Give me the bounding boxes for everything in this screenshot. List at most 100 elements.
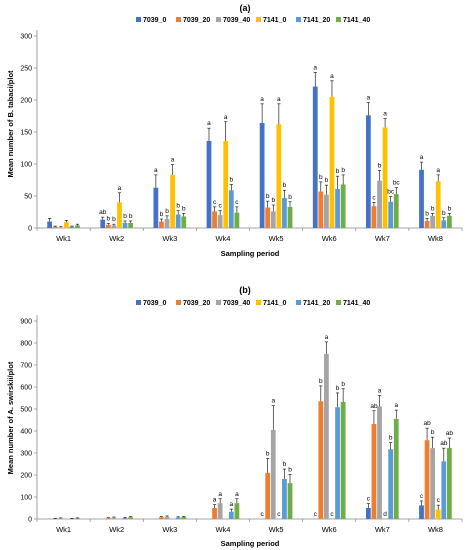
bar (318, 191, 324, 228)
bar (435, 181, 441, 228)
bar (212, 508, 217, 519)
y-tick-label: 250 (20, 66, 32, 73)
significance-letter: c (420, 493, 424, 500)
bar (365, 115, 371, 228)
significance-letter: a (383, 111, 387, 118)
bar (377, 406, 382, 519)
significance-letter: c (213, 199, 217, 206)
significance-letter: a (367, 95, 371, 102)
legend-swatch (176, 300, 181, 305)
bar (217, 503, 223, 519)
y-tick-label: 50 (24, 194, 32, 201)
bar (424, 220, 430, 228)
bar (181, 216, 187, 228)
significance-letter: b (341, 381, 345, 388)
bar (419, 505, 424, 519)
significance-letter: b (288, 194, 292, 201)
y-tick-label: 100 (20, 495, 32, 502)
chart-panel-a: (a) Mean number of B. tabaci/plot Sampli… (6, 3, 463, 258)
bar (441, 461, 447, 519)
legend-swatch (256, 300, 261, 305)
legend-label: 7039_20 (183, 17, 210, 24)
significance-letter: b (129, 213, 133, 220)
legend-swatch (296, 300, 301, 305)
significance-letter: d (383, 511, 387, 518)
bar (105, 224, 111, 228)
significance-letter: b (266, 451, 270, 458)
bar (128, 517, 134, 519)
significance-letter: b (425, 210, 429, 217)
significance-letter: c (330, 511, 334, 518)
legend-label: 7039_0 (143, 17, 166, 24)
bar (335, 188, 340, 228)
significance-letter: b (389, 435, 393, 442)
significance-letter: a (277, 96, 281, 103)
bar (270, 429, 276, 519)
bar (234, 212, 240, 228)
legend-swatch (136, 300, 141, 305)
bar (75, 225, 80, 228)
y-tick-label: 200 (20, 473, 32, 480)
bar (393, 194, 399, 228)
significance-letter: a (271, 398, 275, 405)
bar (52, 226, 58, 228)
legend-label: 7039_0 (143, 300, 166, 307)
bar (388, 201, 394, 228)
significance-letter: a (394, 402, 398, 409)
significance-letter: bc (387, 189, 395, 196)
significance-letter: b (336, 168, 340, 175)
significance-letter: b (288, 466, 292, 473)
significance-letter: c (277, 511, 281, 518)
significance-letter: c (437, 497, 441, 504)
significance-letter: b (283, 182, 287, 189)
bar (371, 206, 377, 228)
significance-letter: a (229, 501, 233, 508)
significance-letter: a (218, 491, 222, 498)
bar (164, 516, 170, 519)
y-axis-label: Mean number of B. tabaci/plot (6, 70, 15, 178)
bar (312, 86, 318, 228)
significance-letter: ab (423, 420, 431, 427)
significance-letter: b (442, 210, 446, 217)
legend-label: 7141_20 (303, 17, 330, 24)
significance-letter: b (431, 429, 435, 436)
bar (270, 211, 276, 228)
bar (430, 215, 436, 228)
bar (212, 211, 217, 228)
significance-letter: a (325, 334, 329, 341)
bar (75, 518, 80, 519)
x-tick-label: Wk6 (322, 234, 337, 243)
bar (430, 448, 436, 519)
bar (234, 503, 240, 519)
bar (206, 140, 212, 228)
significance-letter: a (260, 96, 264, 103)
significance-letter: a (436, 167, 440, 174)
y-tick-label: 300 (20, 34, 32, 41)
significance-letter: b (448, 205, 452, 212)
bar (259, 123, 265, 228)
significance-letter: b (160, 211, 164, 218)
significance-letter: a (235, 491, 239, 498)
significance-letter: a (224, 114, 228, 121)
bar (382, 127, 388, 228)
significance-letter: b (431, 205, 435, 212)
bar (164, 219, 170, 228)
legend-swatch (216, 17, 221, 22)
legend-label: 7141_0 (263, 17, 286, 24)
significance-letter: c (219, 203, 223, 210)
y-tick-label: 0 (28, 226, 32, 233)
x-tick-label: Wk1 (56, 234, 71, 243)
bar (217, 215, 223, 228)
significance-letter: c (372, 194, 376, 201)
x-tick-label: Wk1 (56, 525, 71, 534)
significance-letter: b (283, 461, 287, 468)
bar (419, 169, 424, 228)
significance-letter: b (378, 162, 382, 169)
bar (111, 225, 117, 228)
bar (335, 407, 340, 519)
bar (340, 184, 346, 228)
significance-letter: c (235, 199, 239, 206)
bar (47, 221, 53, 228)
x-tick-label: Wk6 (322, 525, 337, 534)
significance-letter: a (154, 167, 158, 174)
